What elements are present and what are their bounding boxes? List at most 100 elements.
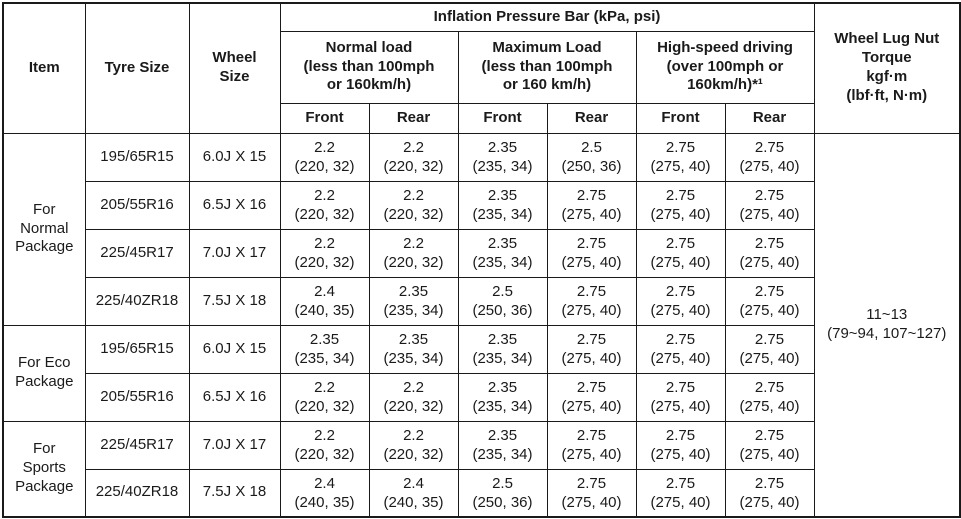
- pressure-bar: 2.75: [665, 426, 696, 444]
- pressure-bar: 2.2: [403, 234, 424, 252]
- pressure-bar: 2.75: [576, 426, 607, 444]
- pressure-bar: 2.75: [576, 186, 607, 204]
- pressure-cell: 2.75 (275, 40): [635, 324, 726, 374]
- pressure-bar: 2.75: [754, 330, 785, 348]
- pressure-kpa-psi: (275, 40): [739, 446, 800, 463]
- pressure-kpa-psi: (240, 35): [294, 493, 355, 511]
- pressure-bar: 2.5: [581, 138, 602, 156]
- tyre-size-header: Tyre Size: [84, 2, 190, 134]
- pressure-cell: 2.75 (275, 40): [635, 132, 726, 182]
- pressure-cell: 2.2 (220, 32): [279, 420, 370, 470]
- pressure-cell: 2.35 (235, 34): [368, 324, 459, 374]
- pressure-cell: 2.75 (275, 40): [546, 180, 637, 230]
- pressure-bar: 2.35: [309, 330, 340, 348]
- pressure-kpa-psi: (250, 36): [561, 158, 622, 175]
- pressure-kpa-psi: (235, 34): [472, 254, 533, 271]
- wheel-size-cell: 7.5J X 18: [188, 276, 281, 326]
- pressure-cell: 2.2 (220, 32): [368, 180, 459, 230]
- tyre-size-cell: 195/65R15: [84, 132, 190, 182]
- pressure-cell: 2.35 (235, 34): [457, 180, 548, 230]
- pressure-cell: 2.2 (220, 32): [279, 228, 370, 278]
- pressure-kpa-psi: (275, 40): [650, 206, 711, 223]
- pressure-kpa-psi: (275, 40): [561, 446, 622, 463]
- pressure-bar: 2.35: [487, 330, 518, 348]
- pressure-cell: 2.75 (275, 40): [546, 420, 637, 470]
- pressure-cell: 2.75 (275, 40): [724, 420, 815, 470]
- pressure-kpa-psi: (235, 34): [472, 350, 533, 367]
- pressure-kpa-psi: (220, 32): [294, 398, 355, 415]
- pressure-bar: 2.75: [754, 378, 785, 396]
- pressure-bar: 2.75: [576, 474, 607, 492]
- pressure-cell: 2.75 (275, 40): [724, 180, 815, 230]
- section-label-sports-package: For Sports Package: [2, 420, 86, 518]
- pressure-bar: 2.75: [665, 474, 696, 492]
- pressure-kpa-psi: (220, 32): [294, 254, 355, 271]
- pressure-cell: 2.2 (220, 32): [279, 180, 370, 230]
- pressure-kpa-psi: (275, 40): [561, 254, 622, 271]
- pressure-cell: 2.2 (220, 32): [368, 420, 459, 470]
- pressure-cell: 2.4 (240, 35): [368, 468, 459, 518]
- pressure-bar: 2.35: [487, 234, 518, 252]
- pressure-bar: 2.75: [665, 378, 696, 396]
- pressure-bar: 2.2: [314, 186, 335, 204]
- rear-header: Rear: [546, 102, 637, 134]
- pressure-cell: 2.35 (235, 34): [368, 276, 459, 326]
- pressure-bar: 2.35: [487, 378, 518, 396]
- pressure-bar: 2.2: [314, 234, 335, 252]
- pressure-kpa-psi: (275, 40): [739, 206, 800, 223]
- pressure-bar: 2.75: [754, 282, 785, 300]
- pressure-bar: 2.75: [576, 282, 607, 300]
- pressure-kpa-psi: (275, 40): [650, 493, 711, 511]
- pressure-cell: 2.2 (220, 32): [368, 228, 459, 278]
- tyre-size-cell: 205/55R16: [84, 180, 190, 230]
- pressure-kpa-psi: (275, 40): [739, 350, 800, 367]
- pressure-kpa-psi: (275, 40): [561, 493, 622, 511]
- pressure-cell: 2.35 (235, 34): [457, 132, 548, 182]
- pressure-bar: 2.35: [398, 330, 429, 348]
- tyre-size-cell: 205/55R16: [84, 372, 190, 422]
- high-speed-driving-header: High-speed driving (over 100mph or 160km…: [635, 30, 815, 104]
- pressure-kpa-psi: (250, 36): [472, 493, 533, 511]
- pressure-cell: 2.75 (275, 40): [724, 372, 815, 422]
- pressure-bar: 2.5: [492, 474, 513, 492]
- pressure-cell: 2.4 (240, 35): [279, 468, 370, 518]
- tyre-size-cell: 195/65R15: [84, 324, 190, 374]
- pressure-bar: 2.75: [665, 282, 696, 300]
- pressure-kpa-psi: (275, 40): [739, 254, 800, 271]
- pressure-cell: 2.75 (275, 40): [724, 276, 815, 326]
- lug-nut-torque-header: Wheel Lug Nut Torque kgf·m (lbf·ft, N·m): [813, 2, 961, 134]
- pressure-kpa-psi: (275, 40): [561, 302, 622, 319]
- pressure-bar: 2.75: [665, 330, 696, 348]
- pressure-bar: 2.75: [576, 378, 607, 396]
- front-header: Front: [457, 102, 548, 134]
- pressure-kpa-psi: (275, 40): [561, 206, 622, 223]
- pressure-bar: 2.75: [665, 186, 696, 204]
- wheel-size-cell: 6.5J X 16: [188, 180, 281, 230]
- pressure-kpa-psi: (240, 35): [294, 302, 355, 319]
- tyre-size-cell: 225/40ZR18: [84, 468, 190, 518]
- pressure-cell: 2.75 (275, 40): [546, 276, 637, 326]
- pressure-cell: 2.75 (275, 40): [635, 420, 726, 470]
- pressure-cell: 2.2 (220, 32): [368, 372, 459, 422]
- pressure-kpa-psi: (235, 34): [472, 446, 533, 463]
- pressure-cell: 2.75 (275, 40): [546, 228, 637, 278]
- pressure-bar: 2.75: [754, 234, 785, 252]
- pressure-kpa-psi: (235, 34): [383, 302, 444, 319]
- pressure-bar: 2.35: [487, 138, 518, 156]
- pressure-bar: 2.4: [403, 474, 424, 492]
- pressure-kpa-psi: (240, 35): [383, 493, 444, 511]
- pressure-cell: 2.75 (275, 40): [724, 468, 815, 518]
- pressure-cell: 2.2 (220, 32): [279, 132, 370, 182]
- wheel-size-header: Wheel Size: [188, 2, 281, 134]
- pressure-cell: 2.75 (275, 40): [724, 132, 815, 182]
- pressure-cell: 2.5 (250, 36): [457, 276, 548, 326]
- pressure-kpa-psi: (275, 40): [650, 398, 711, 415]
- maximum-load-header: Maximum Load (less than 100mph or 160 km…: [457, 30, 637, 104]
- pressure-kpa-psi: (235, 34): [294, 350, 355, 367]
- tyre-size-cell: 225/45R17: [84, 420, 190, 470]
- pressure-kpa-psi: (235, 34): [383, 350, 444, 367]
- pressure-kpa-psi: (235, 34): [472, 398, 533, 415]
- pressure-kpa-psi: (275, 40): [739, 302, 800, 319]
- pressure-bar: 2.4: [314, 282, 335, 300]
- pressure-cell: 2.75 (275, 40): [724, 324, 815, 374]
